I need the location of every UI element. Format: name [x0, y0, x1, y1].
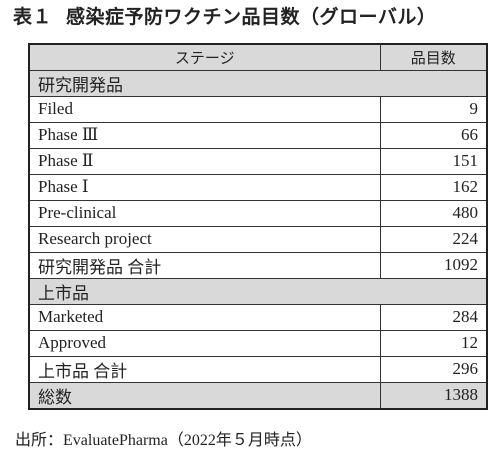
stage-cell: Phase Ⅰ — [28, 173, 381, 201]
stage-cell: Pre-clinical — [28, 199, 381, 227]
table-body: 研究開発品 Filed 9 Phase Ⅲ 66 Phase Ⅱ 151 Phase Ⅰ 162… — [28, 69, 488, 409]
count-cell: 480 — [379, 199, 488, 227]
stage-cell: 上市品 合計 — [28, 355, 381, 383]
count-cell: 224 — [379, 225, 488, 253]
stage-cell: 総数 — [28, 381, 381, 409]
stage-cell: Research project — [28, 225, 381, 253]
table-row: Phase Ⅱ 151 — [28, 147, 488, 175]
table-row: Approved 12 — [28, 329, 488, 357]
header-count: 品目数 — [379, 43, 488, 71]
section-row: 上市品 — [28, 277, 488, 305]
stage-cell: Approved — [28, 329, 381, 357]
count-cell: 9 — [379, 95, 488, 123]
stage-cell: 研究開発品 — [28, 69, 488, 97]
table-row: Pre-clinical 480 — [28, 199, 488, 227]
count-cell: 162 — [379, 173, 488, 201]
table-number: 表１ — [13, 6, 53, 28]
stage-cell: Filed — [28, 95, 381, 123]
table-row: Research project 224 — [28, 225, 488, 253]
header-stage: ステージ — [28, 43, 381, 71]
stage-cell: 研究開発品 合計 — [28, 251, 381, 279]
table-title-text: 感染症予防ワクチン品目数（グローバル） — [66, 6, 437, 28]
count-cell: 284 — [379, 303, 488, 331]
count-cell: 151 — [379, 147, 488, 175]
stage-cell: Phase Ⅱ — [28, 147, 381, 175]
table-title: 表１ 感染症予防ワクチン品目数（グローバル） — [13, 2, 436, 32]
count-cell: 1388 — [379, 381, 488, 409]
table-row: 研究開発品 合計 1092 — [28, 251, 488, 279]
count-cell: 296 — [379, 355, 488, 383]
table-row: Phase Ⅰ 162 — [28, 173, 488, 201]
table-row: Filed 9 — [28, 95, 488, 123]
count-cell: 1092 — [379, 251, 488, 279]
stage-cell: Marketed — [28, 303, 381, 331]
table-row: 上市品 合計 296 — [28, 355, 488, 383]
count-cell: 66 — [379, 121, 488, 149]
source-note: 出所：EvaluatePharma（2022年５月時点） — [15, 432, 312, 449]
table-row: Phase Ⅲ 66 — [28, 121, 488, 149]
stage-cell: Phase Ⅲ — [28, 121, 381, 149]
total-row: 総数 1388 — [28, 381, 488, 409]
count-cell: 12 — [379, 329, 488, 357]
table-row: Marketed 284 — [28, 303, 488, 331]
vaccine-count-table: ステージ 品目数 研究開発品 Filed 9 Phase Ⅲ 66 Phase Ⅱ 151 P… — [28, 43, 488, 410]
header-row: ステージ 品目数 — [28, 43, 488, 71]
stage-cell: 上市品 — [28, 277, 488, 305]
section-row: 研究開発品 — [28, 69, 488, 97]
